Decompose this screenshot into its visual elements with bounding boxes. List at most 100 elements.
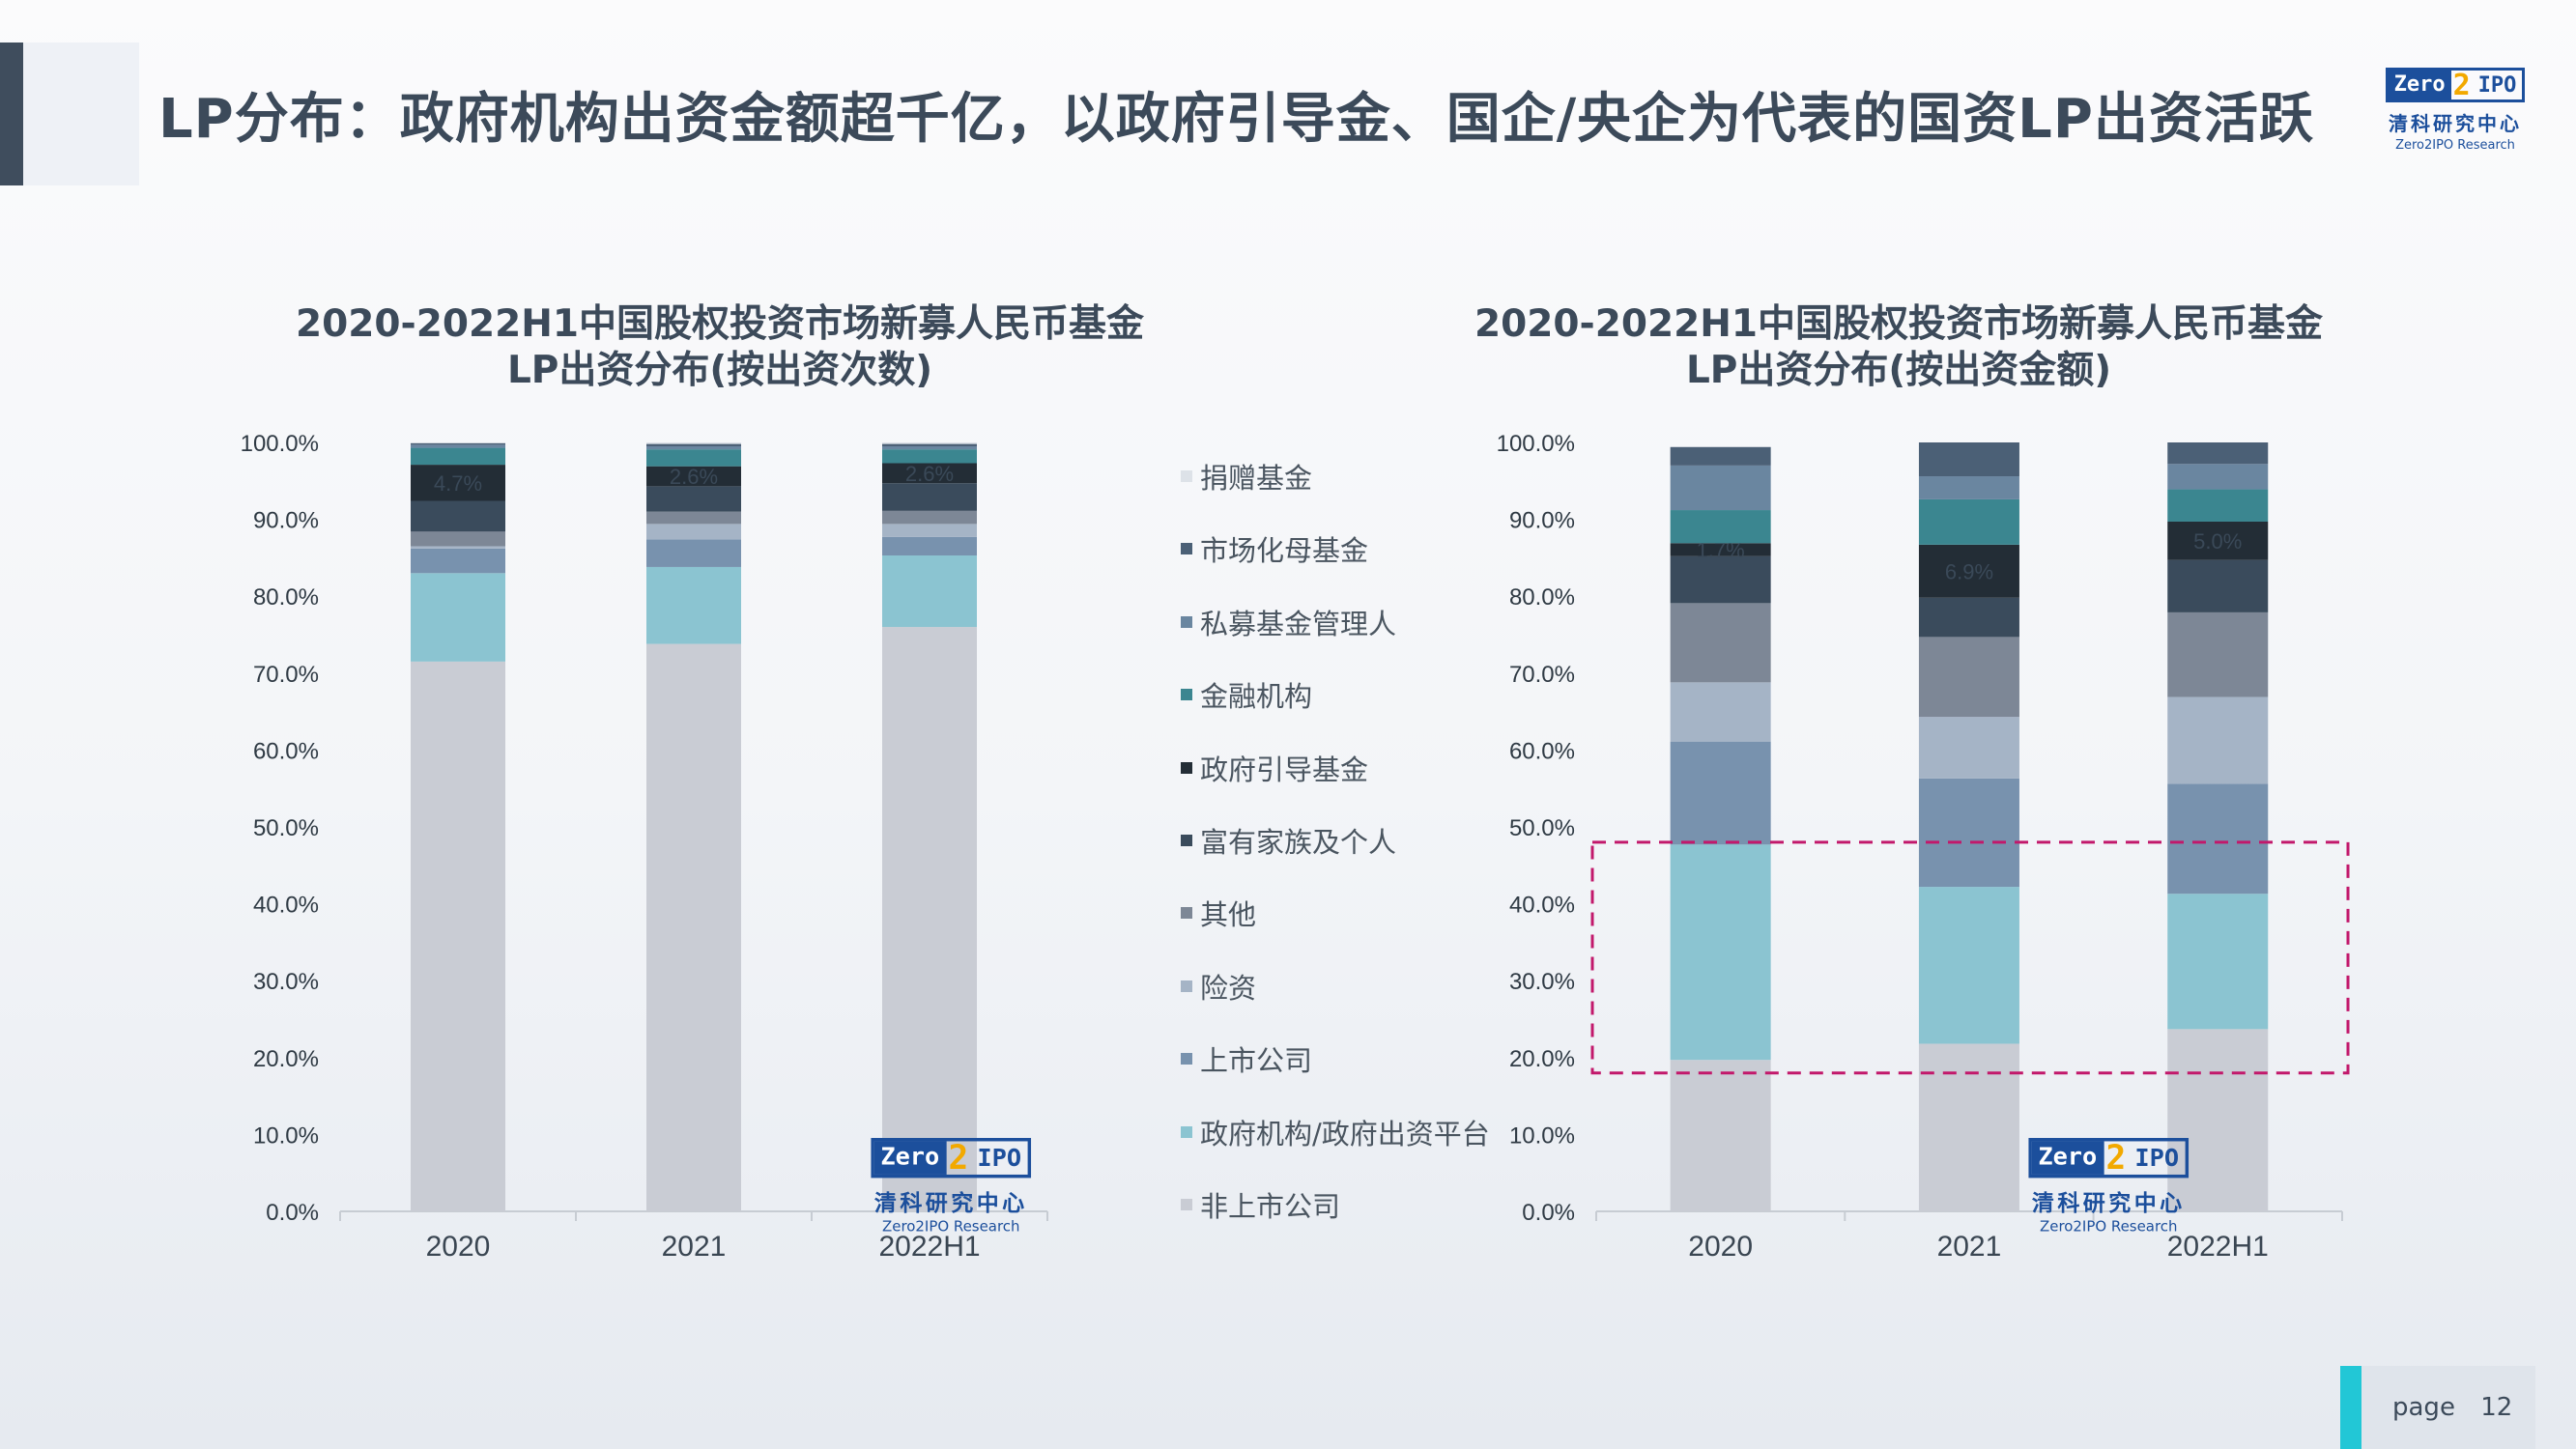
- chart1-x-tick-label: 2022H1: [878, 1231, 980, 1263]
- chart1-bar-segment: [411, 447, 505, 466]
- legend-swatch: [1181, 689, 1192, 701]
- logo-box-left: Zero: [2388, 71, 2451, 99]
- chart2-bar-segment: [2167, 1029, 2269, 1211]
- chart2-title: 2020-2022H1中国股权投资市场新募人民币基金 LP出资分布(按出资金额): [1474, 302, 2324, 392]
- page-number: 12: [2480, 1393, 2513, 1422]
- chart1-bar-segment: [882, 443, 977, 446]
- chart2-y-tick-label: 50.0%: [1509, 815, 1575, 841]
- chart2-bar-segment: [1918, 717, 2019, 779]
- chart1-bar-segment: [411, 444, 505, 448]
- chart1-bar-segment: [882, 510, 977, 525]
- chart1-y-tick-label: 30.0%: [253, 969, 319, 995]
- legend-swatch: [1181, 1053, 1192, 1065]
- title-accent-block: [23, 43, 139, 185]
- page-accent: [2340, 1366, 2361, 1449]
- logo-en: Zero2IPO Research: [2395, 138, 2515, 153]
- chart1-bar-segment: [882, 463, 977, 484]
- chart1-bar-segment: [882, 483, 977, 511]
- chart2-y-tick-label: 80.0%: [1509, 584, 1575, 611]
- chart1-bar-segment: [882, 445, 977, 450]
- chart1-bar-segment: [882, 442, 977, 444]
- chart1-y-tick-label: 80.0%: [253, 584, 319, 611]
- legend-label: 非上市公司: [1200, 1190, 1341, 1223]
- legend-item: 金融机构: [1181, 674, 1312, 715]
- chart1-bar-segment: [411, 661, 505, 1211]
- chart1-bar-segment: [411, 500, 505, 532]
- chart2-bar-segment: [1670, 741, 1771, 845]
- legend-item: 险资: [1181, 966, 1256, 1007]
- chart2-bar-segment: [1918, 476, 2019, 499]
- chart2-bar-segment: [2167, 489, 2269, 522]
- legend-swatch: [1181, 907, 1192, 920]
- logo-cn: 清科研究中心: [873, 1188, 1028, 1216]
- chart2-bar-segment: [1670, 682, 1771, 742]
- logo-box-two: 2: [2452, 68, 2471, 102]
- chart1-bar-segment: [411, 531, 505, 547]
- chart1-bar-segment: [646, 449, 741, 467]
- chart2-bar-segment: [1670, 603, 1771, 683]
- chart2-bar-segment: [1918, 544, 2019, 598]
- chart2-bar-segment: [1918, 597, 2019, 638]
- legend-label: 捐赠基金: [1200, 462, 1313, 495]
- chart2-bar-segment: [2167, 611, 2269, 697]
- chart1-y-tick-label: 10.0%: [253, 1122, 319, 1149]
- legend-label: 市场化母基金: [1200, 534, 1369, 568]
- chart1-y-tick-label: 0.0%: [266, 1200, 319, 1226]
- page-box: [2361, 1366, 2535, 1449]
- chart2-bar-segment: [2167, 521, 2269, 560]
- logo-box-two: 2: [948, 1138, 969, 1178]
- chart1-y-tick-label: 70.0%: [253, 662, 319, 688]
- title-accent-bar: [0, 43, 23, 185]
- chart2-watermark-logo: Zero 2 IPO 清科研究中心 Zero2IPO Research: [2025, 1138, 2192, 1236]
- legend-swatch: [1181, 835, 1192, 846]
- chart1-bar-segment: [646, 643, 741, 1211]
- page-indicator: page 12: [2392, 1393, 2512, 1422]
- logo-box-right: IPO: [2477, 72, 2517, 98]
- logo-cn: 清科研究中心: [2389, 112, 2522, 135]
- chart2-bar-segment: [1918, 778, 2019, 888]
- chart2-y-tick-label: 20.0%: [1509, 1046, 1575, 1072]
- legend-swatch: [1181, 543, 1192, 555]
- logo-cn: 清科研究中心: [2031, 1188, 2186, 1216]
- chart1-data-label: 2.6%: [670, 465, 718, 489]
- chart2-bar-segment: [2167, 696, 2269, 784]
- chart2-bar-segment: [1918, 1043, 2019, 1211]
- chart2-bar-segment: [1918, 637, 2019, 718]
- chart2-data-label: 6.9%: [1945, 559, 1993, 583]
- legend-label: 险资: [1200, 971, 1257, 1005]
- chart1-bar-segment: [411, 442, 505, 445]
- logo-box: Zero 2 IPO: [2027, 1138, 2190, 1179]
- chart1-watermark-logo: Zero 2 IPO 清科研究中心 Zero2IPO Research: [868, 1138, 1035, 1236]
- logo-box: Zero 2 IPO: [870, 1138, 1032, 1179]
- chart2-bar-segment: [1918, 887, 2019, 1044]
- logo-box-two: 2: [2105, 1138, 2127, 1178]
- legend-swatch: [1181, 470, 1192, 482]
- chart1-bar-segment: [411, 573, 505, 662]
- legend-item: 政府引导基金: [1181, 748, 1368, 788]
- chart2-bar-segment: [2167, 464, 2269, 490]
- chart1-bar-segment: [411, 548, 505, 574]
- chart1-y-tick-label: 20.0%: [253, 1046, 319, 1072]
- legend-label: 金融机构: [1200, 680, 1313, 714]
- logo-box-right: IPO: [977, 1144, 1022, 1173]
- chart2-plot: 0.0% 10.0% 20.0% 30.0% 40.0% 50.0% 60.0% 70.0% 8…: [1497, 431, 2350, 1263]
- logo-box-right: IPO: [2134, 1144, 2180, 1173]
- chart2-bar-segment: [1670, 510, 1771, 544]
- legend-item: 捐赠基金: [1181, 456, 1312, 497]
- logo-box: Zero 2 IPO: [2385, 68, 2526, 102]
- chart2-bar-segment: [2167, 783, 2269, 895]
- chart2-bar-segment: [1918, 442, 2019, 477]
- chart1-title: 2020-2022H1中国股权投资市场新募人民币基金 LP出资分布(按出资次数): [295, 302, 1145, 392]
- chart1-y-tick-label: 100.0%: [241, 431, 319, 457]
- chart1-bar-segment: [646, 445, 741, 450]
- chart2-y-tick-label: 40.0%: [1509, 893, 1575, 919]
- logo-box-left: Zero: [873, 1141, 947, 1175]
- chart2-bar-segment: [1670, 465, 1771, 511]
- chart1-y-tick-label: 50.0%: [253, 815, 319, 841]
- chart1-bar-segment: [646, 442, 741, 444]
- chart1-bar-segment: [646, 566, 741, 644]
- chart1-bar-segment: [882, 449, 977, 464]
- chart1-y-tick-label: 60.0%: [253, 738, 319, 764]
- chart2-bar-segment: [1670, 446, 1771, 466]
- chart1-bar-segment: [646, 524, 741, 540]
